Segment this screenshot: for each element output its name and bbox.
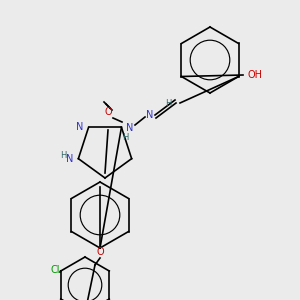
Text: Cl: Cl bbox=[50, 265, 60, 275]
Text: N: N bbox=[146, 110, 154, 120]
Text: OH: OH bbox=[248, 70, 263, 80]
Text: N: N bbox=[126, 123, 134, 133]
Text: N: N bbox=[66, 154, 74, 164]
Text: O: O bbox=[96, 247, 104, 257]
Text: H: H bbox=[122, 134, 128, 142]
Text: H: H bbox=[165, 98, 171, 107]
Text: N: N bbox=[76, 122, 83, 132]
Text: H: H bbox=[60, 151, 66, 160]
Text: O: O bbox=[104, 107, 112, 117]
